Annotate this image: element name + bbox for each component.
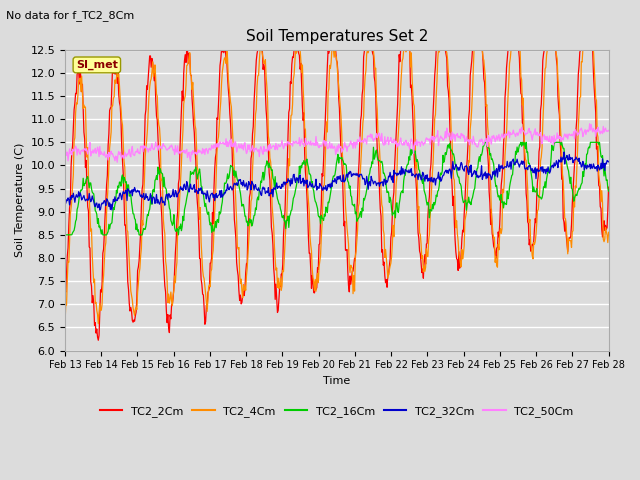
TC2_4Cm	[128, 293, 136, 299]
TC2_2Cm	[212, 150, 220, 156]
TC2_32Cm	[560, 149, 568, 155]
TC2_4Cm	[404, 47, 412, 53]
Line: TC2_4Cm: TC2_4Cm	[65, 50, 609, 324]
TC2_32Cm	[96, 207, 104, 213]
Title: Soil Temperatures Set 2: Soil Temperatures Set 2	[246, 29, 428, 44]
TC2_4Cm	[212, 195, 220, 201]
TC2_16Cm	[403, 164, 411, 169]
TC2_50Cm	[605, 128, 612, 133]
Legend: TC2_2Cm, TC2_4Cm, TC2_16Cm, TC2_32Cm, TC2_50Cm: TC2_2Cm, TC2_4Cm, TC2_16Cm, TC2_32Cm, TC…	[95, 401, 578, 421]
TC2_16Cm	[61, 232, 69, 238]
TC2_4Cm	[223, 47, 230, 53]
TC2_32Cm	[404, 168, 412, 174]
TC2_2Cm	[184, 47, 191, 53]
TC2_50Cm	[71, 145, 79, 151]
TC2_50Cm	[183, 146, 191, 152]
Line: TC2_16Cm: TC2_16Cm	[65, 142, 609, 235]
TC2_16Cm	[71, 224, 79, 229]
Line: TC2_50Cm: TC2_50Cm	[65, 124, 609, 162]
TC2_16Cm	[481, 139, 488, 145]
Text: No data for f_TC2_8Cm: No data for f_TC2_8Cm	[6, 10, 134, 21]
Text: SI_met: SI_met	[76, 60, 118, 70]
TC2_16Cm	[127, 192, 134, 198]
TC2_32Cm	[128, 187, 136, 193]
TC2_2Cm	[95, 337, 102, 343]
TC2_50Cm	[404, 143, 412, 148]
TC2_16Cm	[605, 188, 612, 194]
TC2_4Cm	[95, 321, 102, 326]
TC2_50Cm	[586, 121, 593, 127]
TC2_32Cm	[61, 197, 69, 203]
TC2_2Cm	[420, 259, 428, 264]
TC2_2Cm	[61, 287, 69, 293]
TC2_50Cm	[212, 145, 220, 151]
TC2_4Cm	[605, 229, 612, 235]
TC2_50Cm	[61, 145, 69, 151]
TC2_2Cm	[71, 100, 79, 106]
TC2_4Cm	[61, 320, 69, 325]
TC2_2Cm	[605, 184, 612, 190]
TC2_50Cm	[113, 159, 121, 165]
TC2_32Cm	[183, 179, 191, 184]
TC2_16Cm	[182, 200, 190, 205]
TC2_2Cm	[128, 308, 136, 314]
TC2_16Cm	[419, 180, 426, 186]
TC2_32Cm	[605, 159, 612, 165]
TC2_4Cm	[183, 62, 191, 68]
TC2_32Cm	[419, 170, 427, 176]
Line: TC2_2Cm: TC2_2Cm	[65, 50, 609, 340]
TC2_50Cm	[128, 146, 136, 152]
Line: TC2_32Cm: TC2_32Cm	[65, 152, 609, 210]
TC2_50Cm	[419, 143, 427, 148]
X-axis label: Time: Time	[323, 376, 351, 386]
TC2_32Cm	[71, 199, 79, 205]
TC2_16Cm	[211, 225, 218, 230]
TC2_2Cm	[183, 47, 191, 53]
TC2_32Cm	[212, 193, 220, 199]
TC2_2Cm	[404, 47, 412, 53]
TC2_4Cm	[420, 263, 428, 269]
TC2_4Cm	[71, 135, 79, 141]
Y-axis label: Soil Temperature (C): Soil Temperature (C)	[15, 143, 25, 257]
